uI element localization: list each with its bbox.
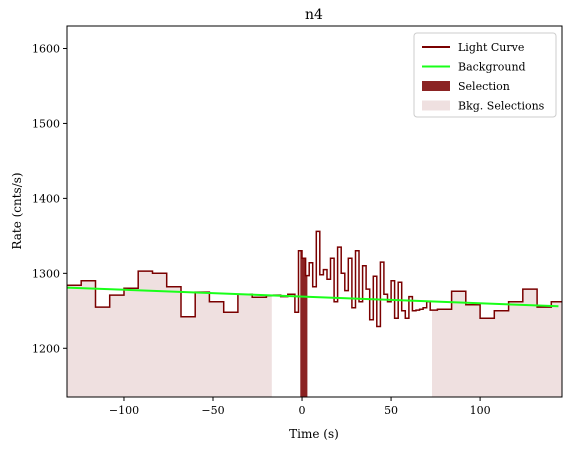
bkg-selection-layer (67, 271, 562, 397)
x-axis-label: Time (s) (289, 427, 339, 441)
legend: Light Curve Background Selection Bkg. Selec… (413, 32, 557, 118)
x-tick-label: 50 (384, 404, 398, 417)
selection-layer (300, 250, 308, 397)
plot-frame (66, 25, 563, 398)
bkg-selection-region-1 (432, 289, 562, 397)
y-tick-label: 1200 (32, 342, 60, 355)
y-axis-ticks: 1200 1300 1400 1500 1600 (32, 42, 67, 355)
selection-region (300, 250, 308, 397)
legend-label-3: Bkg. Selections (458, 100, 545, 113)
legend-box (413, 32, 557, 118)
chart-title: n4 (305, 7, 323, 23)
x-axis-ticks: −100 −50 0 50 100 (109, 397, 491, 417)
bkg-selection-region-0 (67, 271, 272, 397)
y-axis-label: Rate (cnts/s) (10, 172, 24, 249)
x-tick-label: −50 (201, 404, 224, 417)
x-tick-label: 100 (470, 404, 491, 417)
legend-label-0: Light Curve (458, 41, 524, 54)
legend-swatch-2 (422, 81, 450, 91)
y-tick-label: 1400 (32, 192, 60, 205)
legend-swatch-3 (422, 100, 450, 111)
legend-label-1: Background (458, 61, 526, 74)
background-fit-layer (66, 286, 559, 308)
y-tick-label: 1600 (32, 42, 60, 55)
x-tick-label: −100 (109, 404, 139, 417)
legend-label-2: Selection (458, 80, 510, 93)
y-tick-label: 1300 (32, 267, 60, 280)
y-tick-label: 1500 (32, 117, 60, 130)
x-tick-label: 0 (299, 404, 306, 417)
light-curve-series (67, 230, 562, 328)
light-curve-layer (67, 230, 562, 328)
background-fit-series (66, 286, 559, 308)
